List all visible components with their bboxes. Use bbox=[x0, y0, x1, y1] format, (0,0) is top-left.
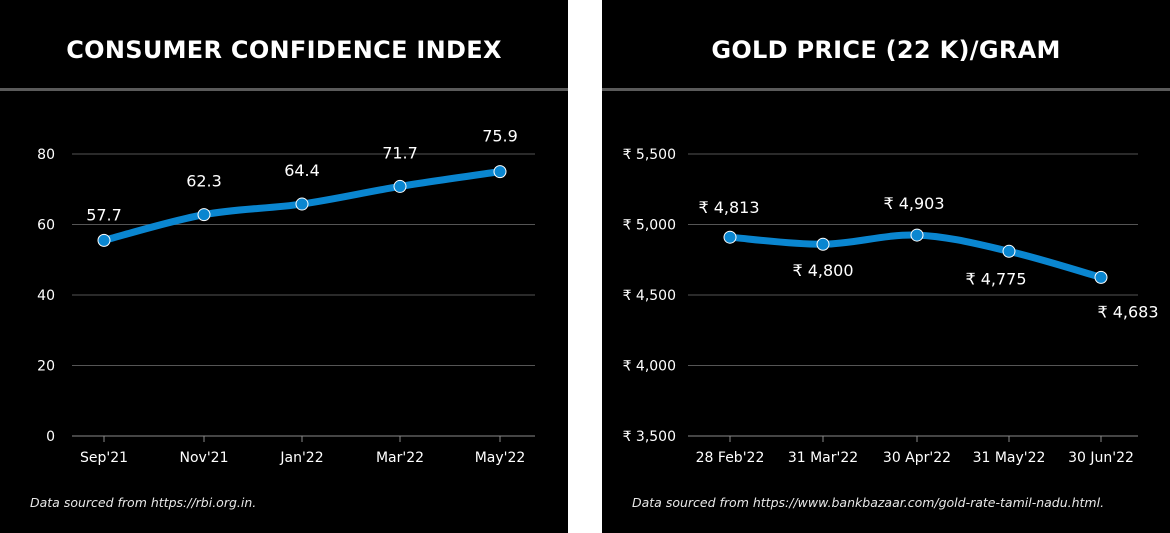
data-label: ₹ 4,813 bbox=[698, 198, 759, 217]
y-tick-label: ₹ 4,500 bbox=[623, 288, 676, 304]
y-tick-label: 0 bbox=[46, 429, 55, 445]
y-tick-label: 80 bbox=[37, 147, 55, 163]
data-label: 57.7 bbox=[86, 205, 122, 224]
y-tick-label: ₹ 5,500 bbox=[623, 147, 676, 163]
y-tick-label: 20 bbox=[37, 359, 55, 375]
chart-title: GOLD PRICE (22 K)/GRAM bbox=[711, 36, 1061, 64]
consumer-confidence-chart: 0 20 40 60 80 Sep'21 Nov'21 Jan'22 Mar'22 May'22 5… bbox=[37, 127, 535, 466]
source-note: Data sourced from https://rbi.org.in. bbox=[30, 495, 257, 510]
gold-price-chart: ₹ 3,500 ₹ 4,000 ₹ 4,500 ₹ 5,000 ₹ 5,500 28 Fe… bbox=[623, 147, 1159, 466]
y-tick-label: ₹ 3,500 bbox=[623, 429, 676, 445]
source-note: Data sourced from https://www.bankbazaar… bbox=[632, 495, 1105, 510]
y-tick-label: ₹ 4,000 bbox=[623, 359, 676, 375]
data-point bbox=[910, 228, 924, 242]
gold-price-panel: GOLD PRICE (22 K)/GRAM ₹ 3,500 ₹ 4,000 ₹ 4… bbox=[602, 0, 1170, 533]
data-label: ₹ 4,683 bbox=[1097, 302, 1158, 321]
x-tick-label: May'22 bbox=[475, 450, 526, 466]
data-label: 62.3 bbox=[186, 172, 222, 191]
data-point bbox=[493, 165, 507, 179]
chart-title: CONSUMER CONFIDENCE INDEX bbox=[66, 36, 502, 64]
data-label: ₹ 4,775 bbox=[965, 269, 1026, 288]
x-tick-label: Jan'22 bbox=[279, 450, 323, 466]
x-tick-label: Nov'21 bbox=[180, 450, 229, 466]
x-tick-label: Sep'21 bbox=[80, 450, 128, 466]
data-label: 75.9 bbox=[482, 127, 518, 146]
x-tick-label: 30 Apr'22 bbox=[883, 450, 951, 466]
title-divider bbox=[602, 88, 1170, 91]
data-point bbox=[197, 208, 211, 222]
y-tick-label: 40 bbox=[37, 288, 55, 304]
data-label: 71.7 bbox=[382, 143, 418, 162]
data-label: 64.4 bbox=[284, 161, 320, 180]
x-tick-label: Mar'22 bbox=[376, 450, 424, 466]
x-tick-label: 31 May'22 bbox=[973, 450, 1046, 466]
title-divider bbox=[0, 88, 568, 91]
data-point bbox=[816, 237, 830, 251]
data-point bbox=[393, 179, 407, 193]
x-tick-label: 30 Jun'22 bbox=[1068, 450, 1134, 466]
x-tick-label: 28 Feb'22 bbox=[696, 450, 765, 466]
y-tick-label: ₹ 5,000 bbox=[623, 218, 676, 234]
data-point bbox=[97, 233, 111, 247]
x-tick-label: 31 Mar'22 bbox=[788, 450, 858, 466]
data-point bbox=[1002, 244, 1016, 258]
data-point bbox=[1094, 270, 1108, 284]
data-label: ₹ 4,903 bbox=[883, 194, 944, 213]
y-tick-label: 60 bbox=[37, 218, 55, 234]
data-point bbox=[295, 197, 309, 211]
data-label: ₹ 4,800 bbox=[792, 261, 853, 280]
data-point bbox=[723, 230, 737, 244]
consumer-confidence-panel: CONSUMER CONFIDENCE INDEX 0 20 40 60 80 Sep'2… bbox=[0, 0, 568, 533]
